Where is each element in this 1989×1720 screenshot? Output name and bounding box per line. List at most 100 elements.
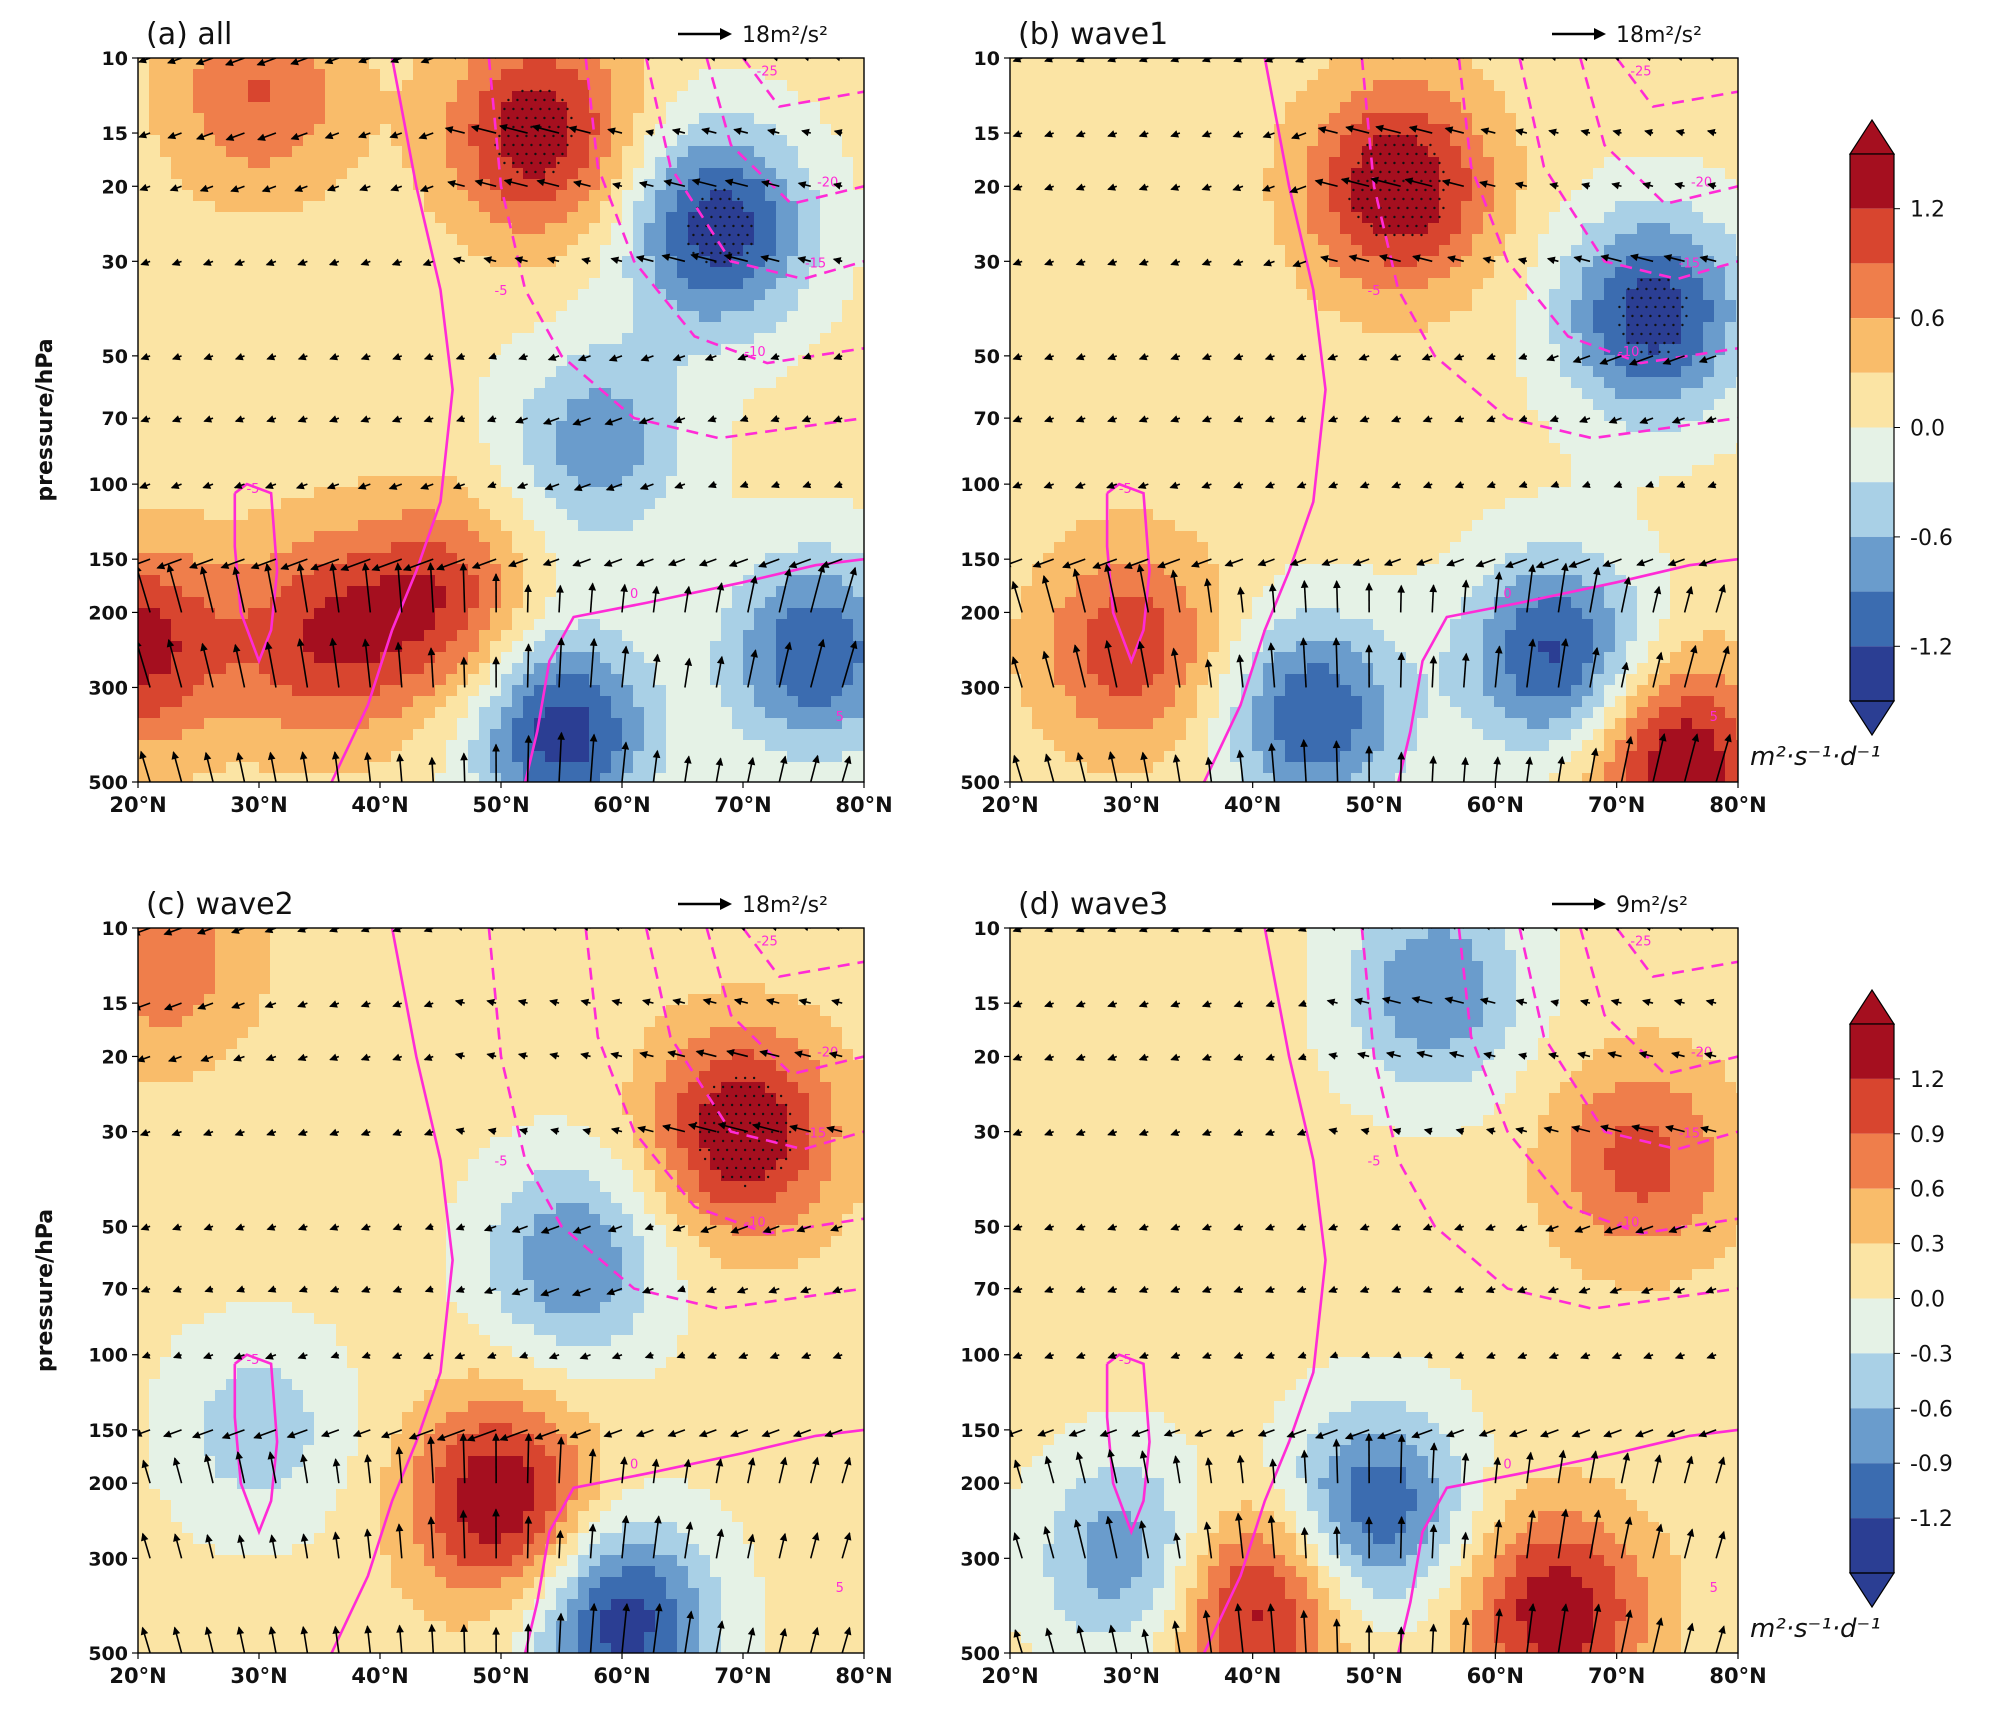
flux-arrow-head [1044, 183, 1053, 191]
flux-arrow-head [1625, 735, 1634, 745]
flux-arrow-head [1235, 1512, 1243, 1521]
y-tick-label: 20 [102, 176, 128, 198]
flux-arrow-head [832, 257, 842, 265]
flux-arrow [1073, 569, 1087, 613]
x-tick-label: 30°N [230, 1664, 287, 1688]
x-tick-label: 30°N [1103, 1664, 1160, 1688]
flux-arrow-head [1718, 584, 1726, 593]
flux-arrow-head [230, 928, 240, 934]
flux-arrow-head [1518, 414, 1528, 423]
flux-arrow-head [1391, 1285, 1401, 1293]
flux-arrow-head [1671, 416, 1681, 424]
x-tick-label: 20°N [109, 793, 166, 817]
flux-arrow-head [486, 998, 495, 1007]
flux-arrow-head [1300, 738, 1308, 748]
flux-arrow-head [1599, 357, 1609, 365]
flux-arrow-head [391, 258, 401, 266]
flux-arrow-head [204, 1285, 214, 1293]
flux-arrow-head [1673, 998, 1683, 1007]
flux-arrow-head [1202, 1609, 1211, 1619]
y-axis-label: pressure/hPa [33, 338, 58, 501]
flux-arrow-head [1261, 184, 1271, 192]
flux-arrow-head [1454, 1351, 1464, 1359]
flux-arrow-head [1485, 1127, 1495, 1135]
flux-arrow-head [455, 414, 465, 423]
flux-arrow [1589, 567, 1599, 613]
flux-arrow-head [1076, 1624, 1085, 1634]
flux-arrow-head [1686, 1528, 1695, 1537]
contour-label: -5 [1368, 284, 1381, 299]
wind-contours [1105, 58, 1738, 782]
flux-arrow [364, 563, 372, 613]
flux-arrow-head [280, 562, 290, 570]
colorbar-tick-label: -0.6 [1910, 526, 1953, 551]
flux-arrow [201, 566, 214, 613]
flux-arrow-head [195, 58, 205, 66]
colorbar-tick-label: 0.0 [1910, 417, 1945, 442]
flux-arrow-head [328, 415, 338, 423]
flux-arrow-head [1528, 638, 1536, 647]
contour-label: -25 [1630, 935, 1651, 950]
flux-arrow [1526, 1604, 1534, 1653]
flux-arrow-head [540, 1226, 550, 1234]
flux-arrow-head [671, 127, 681, 136]
flux-arrow-head [645, 129, 654, 137]
flux-arrow-head [1397, 1433, 1406, 1442]
contour-neg10-line [1457, 928, 1738, 1235]
y-tick-label: 200 [960, 1473, 1000, 1495]
wind-contours [233, 928, 864, 1653]
flux-arrow-head [1535, 561, 1545, 569]
flux-arrow-head [139, 183, 149, 192]
flux-arrow-head [329, 1128, 339, 1136]
colorbar-swatch [1850, 591, 1894, 647]
flux-arrow-head [1397, 584, 1405, 593]
flux-arrow-head [733, 127, 742, 135]
flux-arrow-head [667, 559, 677, 567]
flux-arrow-head [1075, 1128, 1085, 1136]
x-tick-label: 70°N [1588, 793, 1645, 817]
flux-arrow [558, 732, 563, 782]
flux-arrow-head [140, 1626, 149, 1636]
y-tick-label: 30 [102, 1122, 128, 1144]
flux-arrow-head [1107, 1053, 1116, 1061]
flux-arrow-head [329, 637, 338, 646]
flux-arrow-head [1267, 1603, 1275, 1612]
flux-arrow-head [798, 998, 808, 1006]
flux-arrow-head [447, 180, 456, 188]
contour-neg20-line [705, 928, 864, 1076]
x-tick-label: 20°N [109, 1664, 166, 1688]
flux-arrow-head [635, 255, 645, 263]
contour-neg25-line [741, 928, 864, 979]
flux-arrow-head [730, 1226, 739, 1234]
flux-arrow-head [234, 415, 244, 423]
flux-arrow-head [1170, 1351, 1180, 1360]
flux-arrow-head [1375, 124, 1384, 133]
contour-label: 0 [1503, 587, 1511, 602]
flux-arrow-head [1265, 1351, 1275, 1359]
flux-arrow-head [832, 182, 842, 190]
flux-arrow-head [297, 1352, 307, 1360]
flux-arrow-head [637, 1125, 646, 1134]
flux-arrow-head [264, 481, 274, 490]
flux-arrow-head [1141, 1628, 1149, 1638]
flux-arrow-head [1485, 1223, 1494, 1231]
flux-arrow-head [1107, 1285, 1116, 1294]
flux-arrow-head [833, 352, 843, 360]
flux-arrow-head [1361, 1351, 1370, 1359]
flux-arrow-head [1012, 415, 1022, 423]
flux-arrows [1010, 928, 1726, 1653]
flux-arrow-head [1299, 637, 1308, 646]
flux-arrow-head [514, 256, 524, 264]
flux-arrow-head [667, 1429, 677, 1438]
flux-arrow-head [420, 58, 430, 64]
flux-arrow-head [644, 1351, 654, 1359]
flux-arrow [1302, 1610, 1307, 1653]
flux-arrow-head [1383, 558, 1393, 567]
flux-arrow-head [540, 1289, 550, 1297]
contour-0-line [1202, 58, 1327, 782]
flux-arrow-head [779, 1532, 788, 1542]
y-tick-label: 15 [102, 993, 128, 1015]
flux-arrow-head [138, 1055, 146, 1063]
flux-arrow-head [1204, 658, 1213, 668]
flux-arrow-head [1137, 481, 1147, 489]
